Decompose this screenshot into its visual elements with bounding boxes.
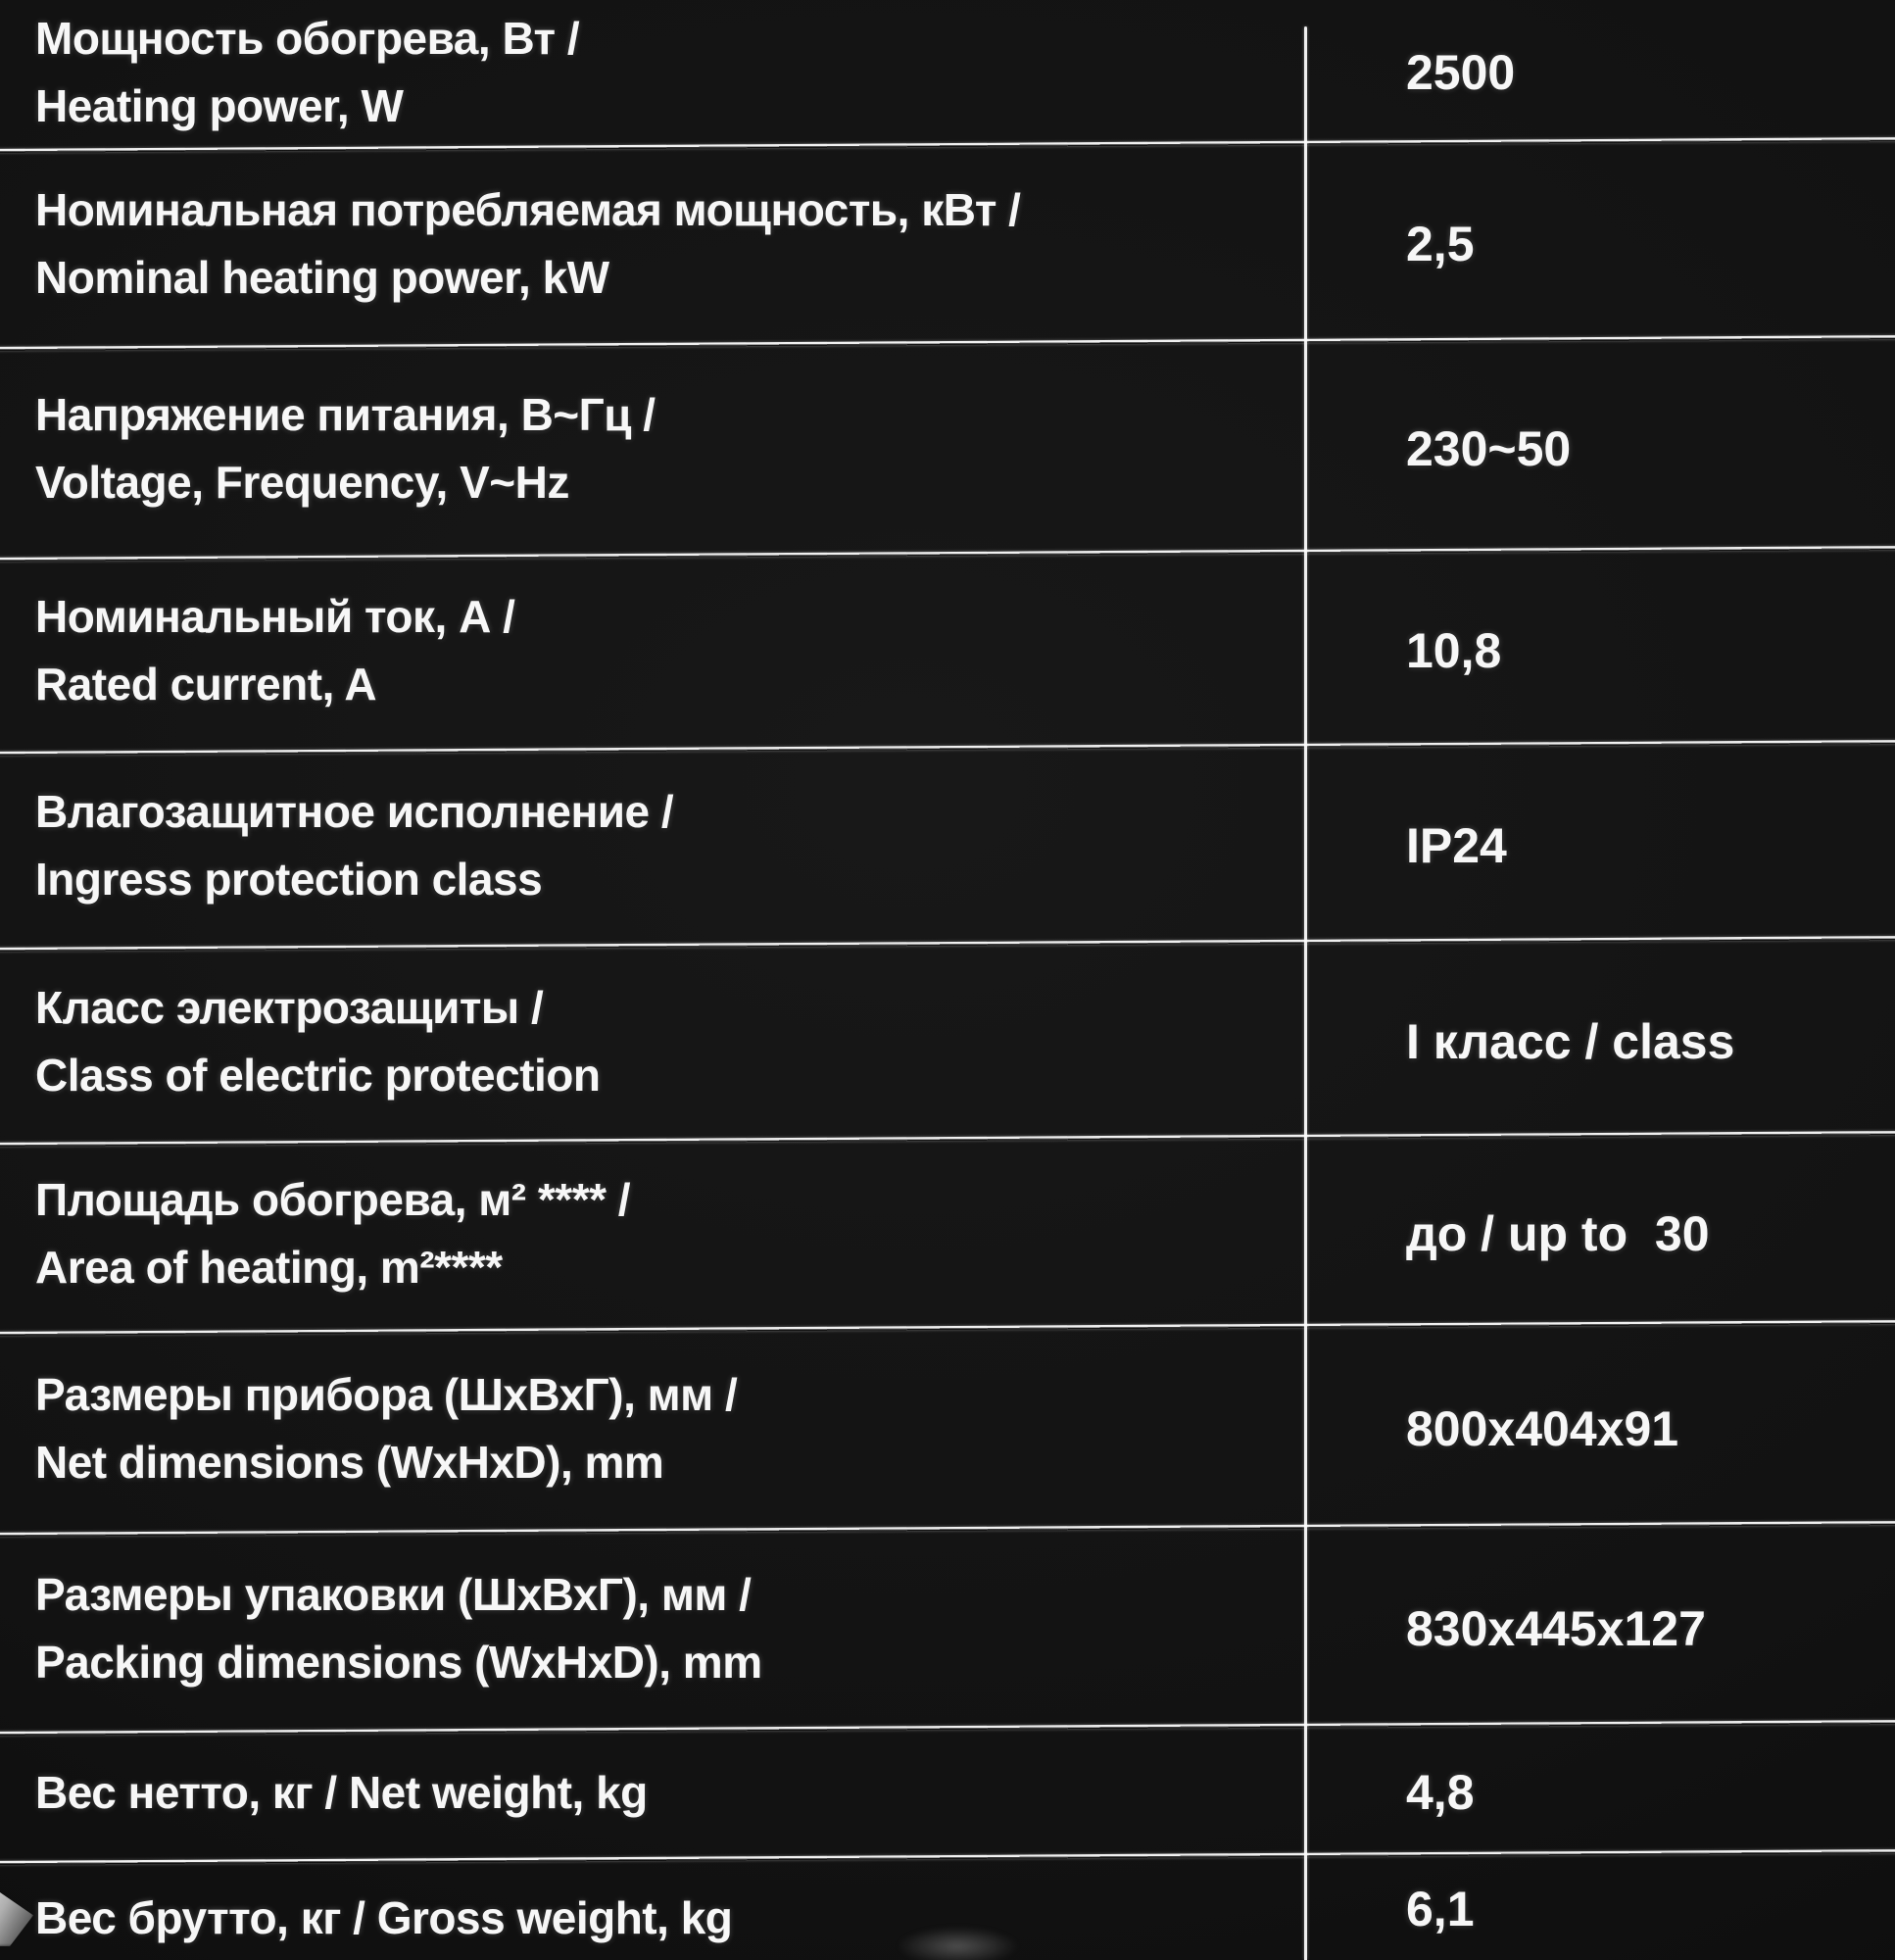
spec-label-cell: Размеры прибора (ШхВхГ), мм / Net dimens… <box>0 1328 1304 1529</box>
table-row: Размеры упаковки (ШхВхГ), мм / Packing d… <box>0 1529 1895 1728</box>
spec-label-cell: Напряжение питания, В~Гц / Voltage, Freq… <box>0 343 1304 554</box>
spec-value: 6,1 <box>1406 1882 1475 1936</box>
spec-label-en: Net dimensions (WxHxD), mm <box>35 1436 664 1488</box>
spec-label-ru: Площадь обогрева, м² **** / <box>35 1173 631 1225</box>
spec-label-cell: Мощность обогрева, Вт / Heating power, W <box>0 0 1304 145</box>
spec-label-en: Packing dimensions (WxHxD), mm <box>35 1636 762 1688</box>
spec-label-ru: Вес брутто, кг / Gross weight, kg <box>35 1892 733 1943</box>
table-row: Влагозащитное исполнение / Ingress prote… <box>0 748 1895 944</box>
spec-label-ru: Класс электрозащиты / <box>35 981 544 1033</box>
spec-value-cell: 6,1 <box>1304 1857 1895 1937</box>
spec-value-cell: IP24 <box>1304 748 1895 944</box>
table-row: Вес нетто, кг / Net weight, kg 4,8 <box>0 1728 1895 1857</box>
spec-label-ru: Вес нетто, кг / Net weight, kg <box>35 1766 648 1818</box>
spec-value-cell: 800x404x91 <box>1304 1328 1895 1529</box>
spec-label-ru: Напряжение питания, В~Гц / <box>35 388 656 440</box>
spec-label-ru: Размеры прибора (ШхВхГ), мм / <box>35 1368 738 1420</box>
spec-label-en: Rated current, A <box>35 659 377 710</box>
spec-value: 830x445x127 <box>1406 1600 1706 1656</box>
table-row: Номинальная потребляемая мощность, кВт /… <box>0 145 1895 343</box>
spec-value-cell: 230~50 <box>1304 343 1895 554</box>
spec-label-cell: Вес нетто, кг / Net weight, kg <box>0 1728 1304 1857</box>
table-row: Размеры прибора (ШхВхГ), мм / Net dimens… <box>0 1328 1895 1529</box>
table-row: Напряжение питания, В~Гц / Voltage, Freq… <box>0 343 1895 554</box>
spec-value: 10,8 <box>1406 623 1502 678</box>
spec-label-en: Ingress protection class <box>35 854 543 905</box>
spec-label-cell: Вес брутто, кг / Gross weight, kg <box>0 1857 1304 1952</box>
spec-value-cell: 2,5 <box>1304 145 1895 343</box>
column-divider <box>1304 26 1307 1960</box>
table-row: Номинальный ток, А / Rated current, A 10… <box>0 554 1895 748</box>
spec-value: 2500 <box>1406 45 1516 100</box>
spec-value: до / up to 30 <box>1406 1205 1710 1261</box>
spec-label-cell: Номинальный ток, А / Rated current, A <box>0 554 1304 748</box>
spec-value: 2,5 <box>1406 217 1475 271</box>
spec-label-en: Nominal heating power, kW <box>35 252 609 303</box>
spec-value-cell: 10,8 <box>1304 554 1895 748</box>
spec-label-en: Voltage, Frequency, V~Hz <box>35 456 569 508</box>
spec-label-ru: Влагозащитное исполнение / <box>35 786 674 837</box>
spec-label-ru: Номинальная потребляемая мощность, кВт / <box>35 184 1021 235</box>
spec-value: 230~50 <box>1406 420 1572 476</box>
spec-value-cell: 830x445x127 <box>1304 1529 1895 1728</box>
spec-label-cell: Размеры упаковки (ШхВхГ), мм / Packing d… <box>0 1529 1304 1728</box>
table-row: Вес брутто, кг / Gross weight, kg 6,1 <box>0 1857 1895 1960</box>
spec-label-ru: Мощность обогрева, Вт / <box>35 13 580 64</box>
spec-label-cell: Влагозащитное исполнение / Ingress prote… <box>0 748 1304 944</box>
spec-value: I класс / class <box>1406 1013 1735 1069</box>
spec-label-cell: Площадь обогрева, м² **** / Area of heat… <box>0 1139 1304 1328</box>
spec-value-cell: 2500 <box>1304 0 1895 145</box>
spec-label-en: Class of electric protection <box>35 1049 601 1101</box>
spec-value-cell: до / up to 30 <box>1304 1139 1895 1328</box>
spec-label-en: Heating power, W <box>35 80 404 131</box>
table-row: Площадь обогрева, м² **** / Area of heat… <box>0 1139 1895 1328</box>
spec-label-ru: Номинальный ток, А / <box>35 591 515 642</box>
spec-value-cell: I класс / class <box>1304 944 1895 1139</box>
spec-label-cell: Класс электрозащиты / Class of electric … <box>0 944 1304 1139</box>
spec-value: 800x404x91 <box>1406 1400 1679 1456</box>
spec-label-cell: Номинальная потребляемая мощность, кВт /… <box>0 145 1304 343</box>
spec-value: IP24 <box>1406 818 1507 873</box>
table-row: Класс электрозащиты / Class of electric … <box>0 944 1895 1139</box>
spec-value: 4,8 <box>1406 1765 1475 1820</box>
spec-label-en: Area of heating, m²**** <box>35 1241 503 1293</box>
table-row: Мощность обогрева, Вт / Heating power, W… <box>0 0 1895 145</box>
spec-value-cell: 4,8 <box>1304 1728 1895 1857</box>
spec-label-ru: Размеры упаковки (ШхВхГ), мм / <box>35 1568 752 1620</box>
photo-artifact-smudge <box>897 1927 1019 1960</box>
